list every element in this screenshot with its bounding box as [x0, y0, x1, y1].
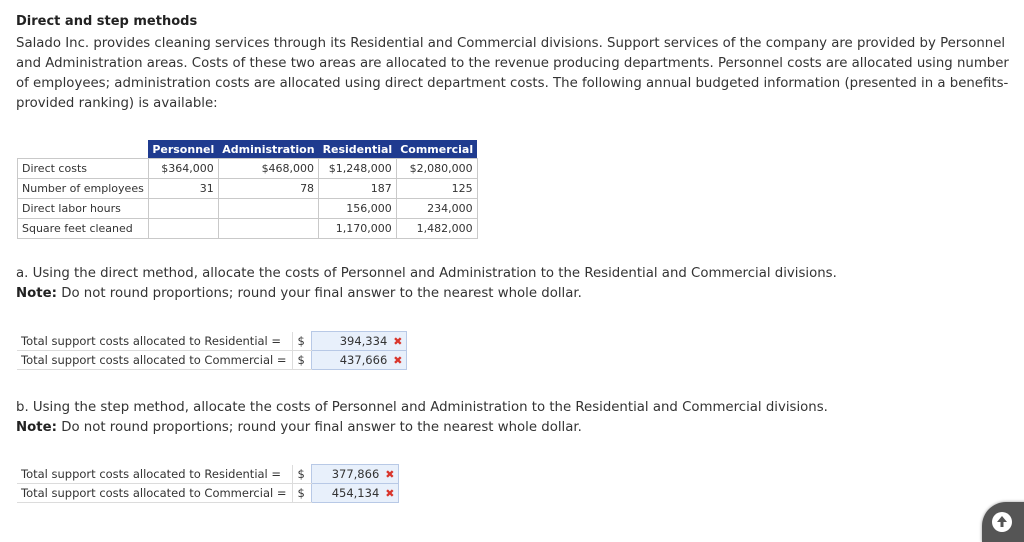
table-row: Direct costs $364,000 $468,000 $1,248,00… [17, 158, 478, 179]
note-text: Do not round proportions; round your fin… [61, 286, 582, 301]
part-b-prompt: b. Using the step method, allocate the c… [16, 400, 828, 415]
incorrect-icon: ✖ [393, 335, 403, 348]
currency-symbol: $ [292, 464, 312, 484]
header-residential: Residential [318, 140, 397, 159]
row-label: Number of employees [17, 178, 149, 199]
table-row: Direct labor hours 156,000 234,000 [17, 198, 478, 219]
table-cell [147, 198, 219, 219]
currency-symbol: $ [292, 483, 312, 503]
table-cell [147, 218, 219, 239]
note-label: Note: [16, 420, 57, 435]
answer-label: Total support costs allocated to Commerc… [17, 483, 294, 503]
answer-row: Total support costs allocated to Commerc… [17, 483, 400, 503]
table-cell: 1,482,000 [395, 218, 478, 239]
table-cell: $2,080,000 [395, 158, 478, 179]
table-cell: 78 [217, 178, 320, 199]
answer-label: Total support costs allocated to Residen… [17, 331, 294, 351]
answer-value: 437,666 [339, 353, 388, 367]
part-a-question: a. Using the direct method, allocate the… [16, 264, 1006, 304]
part-b-answers: Total support costs allocated to Residen… [17, 464, 400, 503]
answer-row: Total support costs allocated to Residen… [17, 464, 400, 484]
scroll-to-top-button[interactable] [982, 502, 1024, 542]
note-label: Note: [16, 286, 57, 301]
answer-label: Total support costs allocated to Commerc… [17, 350, 294, 370]
incorrect-icon: ✖ [385, 468, 395, 481]
part-b-question: b. Using the step method, allocate the c… [16, 398, 1006, 438]
answer-input-commercial[interactable]: 454,134 ✖ [311, 483, 400, 503]
table-cell: 156,000 [318, 198, 397, 219]
answer-value: 394,334 [339, 334, 388, 348]
table-row: Square feet cleaned 1,170,000 1,482,000 [17, 218, 478, 239]
problem-title: Direct and step methods [16, 14, 198, 29]
answer-input-residential[interactable]: 377,866 ✖ [311, 464, 400, 484]
answer-input-residential[interactable]: 394,334 ✖ [311, 331, 408, 351]
table-row: Number of employees 31 78 187 125 [17, 178, 478, 199]
table-cell: $364,000 [147, 158, 219, 179]
table-cell [217, 218, 320, 239]
table-cell: $468,000 [217, 158, 320, 179]
note-text: Do not round proportions; round your fin… [61, 420, 582, 435]
table-cell: 1,170,000 [318, 218, 397, 239]
table-header-blank [17, 140, 149, 159]
incorrect-icon: ✖ [393, 354, 403, 367]
header-personnel: Personnel [148, 140, 219, 159]
table-cell: 234,000 [395, 198, 478, 219]
table-cell: 31 [147, 178, 219, 199]
answer-input-commercial[interactable]: 437,666 ✖ [311, 350, 408, 370]
problem-intro: Salado Inc. provides cleaning services t… [16, 36, 1009, 111]
answer-value: 454,134 [331, 486, 380, 500]
row-label: Square feet cleaned [17, 218, 149, 239]
table-cell [217, 198, 320, 219]
answer-value: 377,866 [331, 467, 380, 481]
incorrect-icon: ✖ [385, 487, 395, 500]
part-a-prompt: a. Using the direct method, allocate the… [16, 266, 837, 281]
row-label: Direct costs [17, 158, 149, 179]
part-a-note: Note: Do not round proportions; round yo… [16, 284, 1006, 304]
currency-symbol: $ [292, 350, 312, 370]
budget-table: Personnel Administration Residential Com… [17, 140, 478, 239]
currency-symbol: $ [292, 331, 312, 351]
table-cell: $1,248,000 [318, 158, 397, 179]
arrow-up-icon [992, 512, 1012, 532]
header-commercial: Commercial [396, 140, 478, 159]
answer-label: Total support costs allocated to Residen… [17, 464, 294, 484]
table-cell: 125 [395, 178, 478, 199]
part-b-note: Note: Do not round proportions; round yo… [16, 418, 1006, 438]
table-header-row: Personnel Administration Residential Com… [17, 140, 478, 159]
answer-row: Total support costs allocated to Residen… [17, 331, 408, 351]
row-label: Direct labor hours [17, 198, 149, 219]
part-a-answers: Total support costs allocated to Residen… [17, 331, 408, 370]
header-administration: Administration [218, 140, 319, 159]
table-cell: 187 [318, 178, 397, 199]
answer-row: Total support costs allocated to Commerc… [17, 350, 408, 370]
